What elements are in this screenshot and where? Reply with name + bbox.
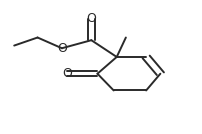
Text: O: O	[62, 67, 72, 80]
Text: O: O	[86, 12, 96, 25]
Text: O: O	[57, 42, 66, 55]
